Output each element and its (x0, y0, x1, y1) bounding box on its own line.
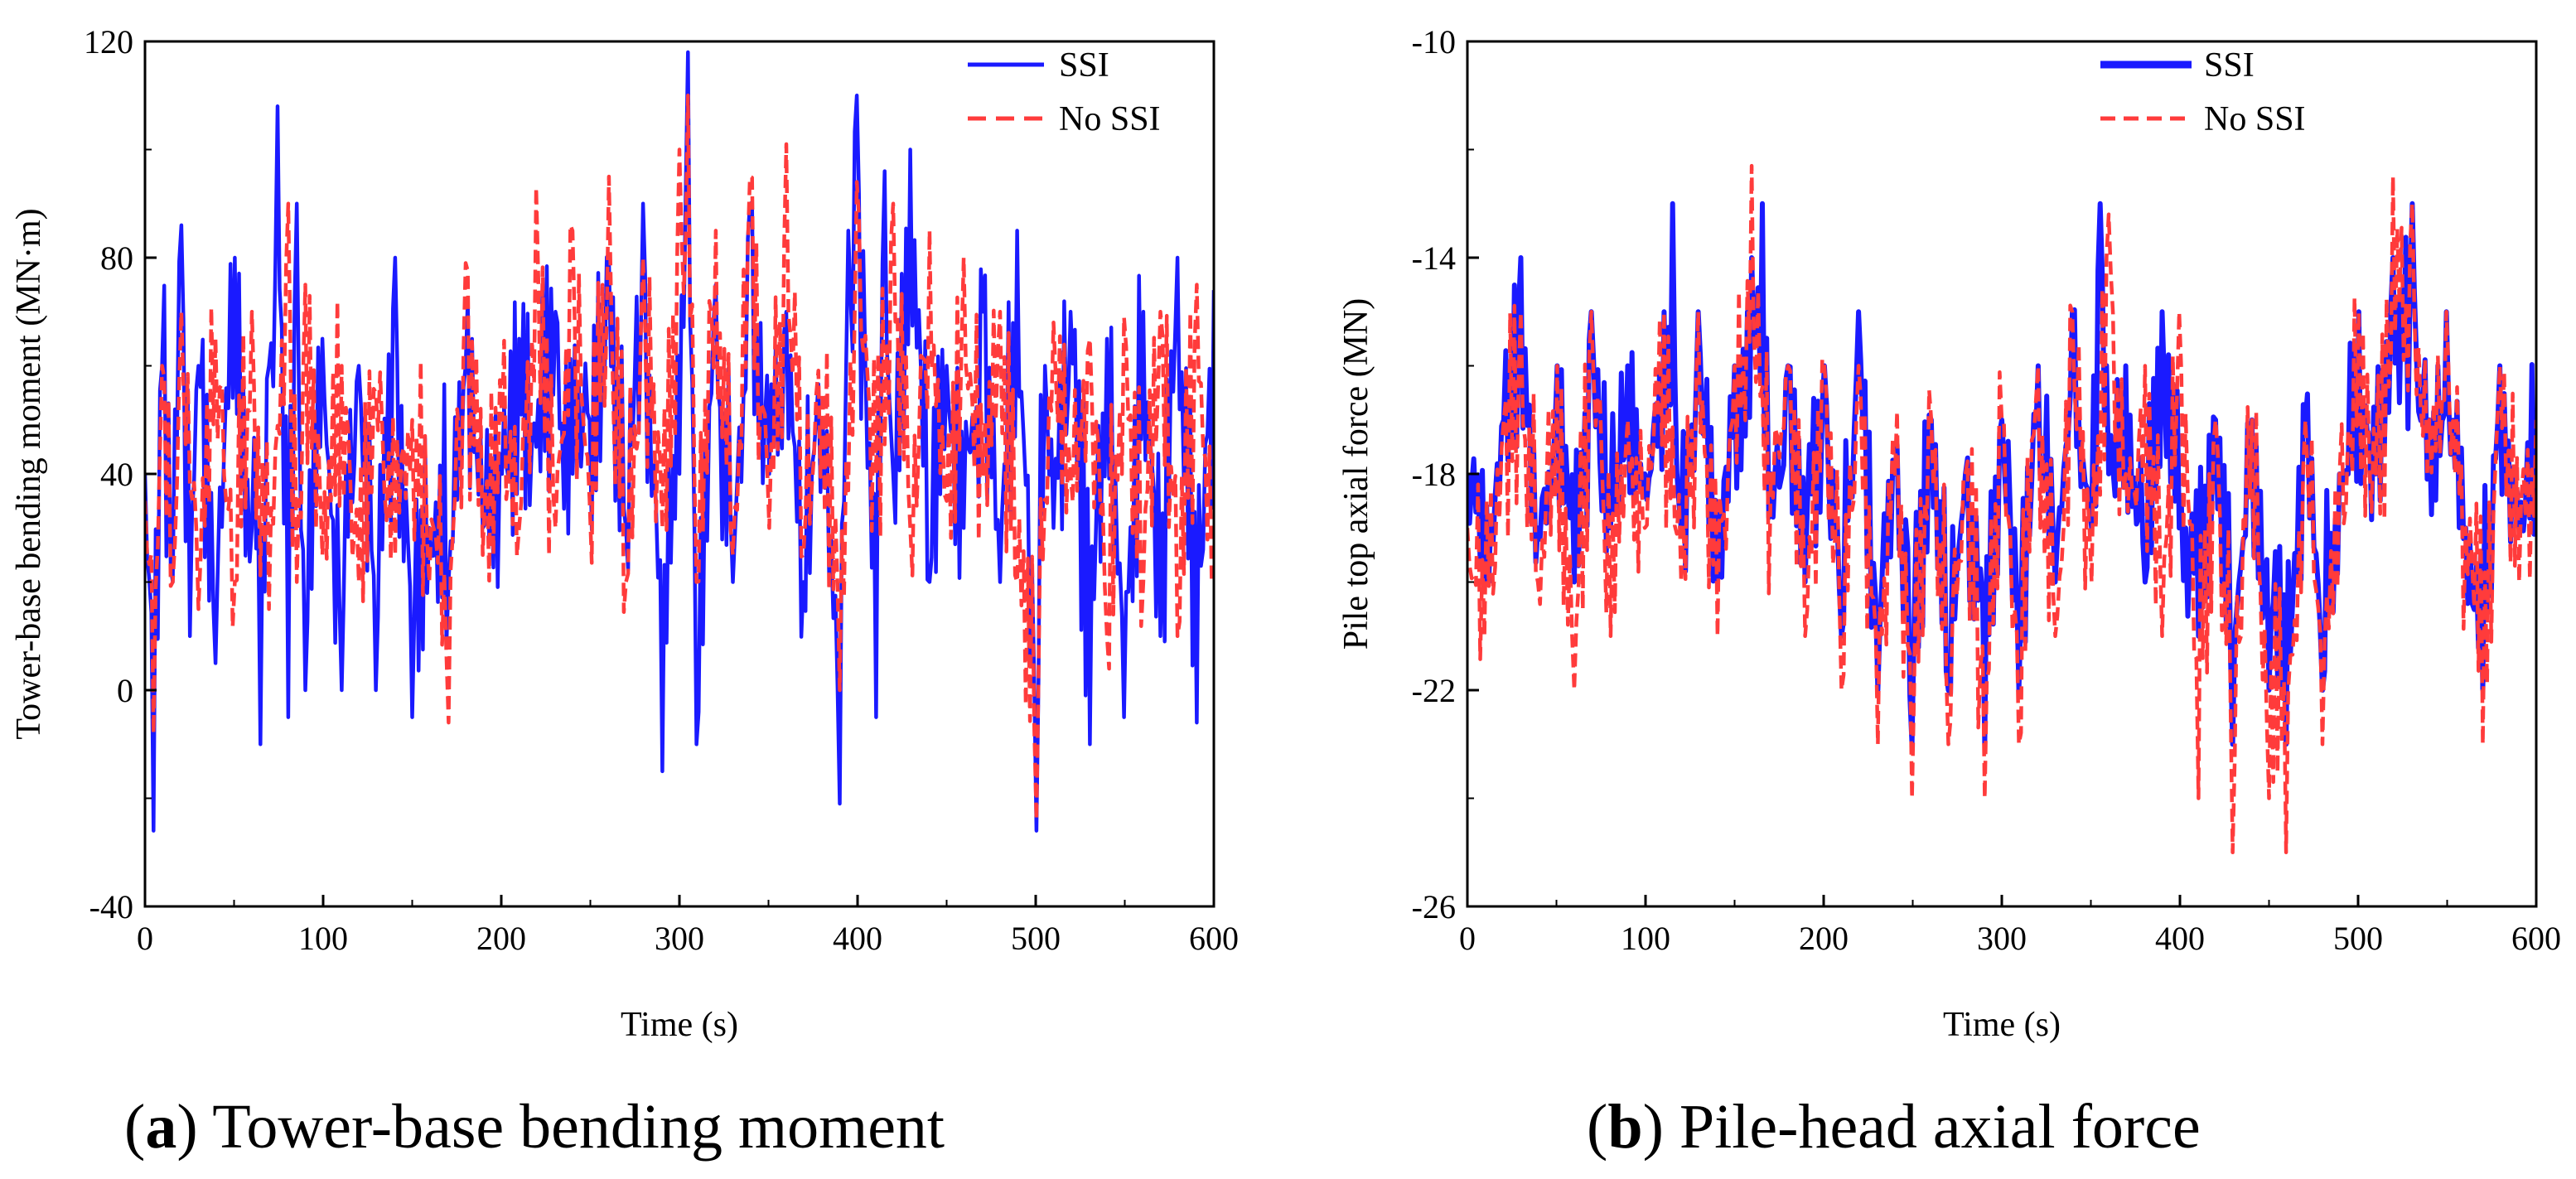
panel-a-x-tick-label: 600 (1189, 920, 1239, 957)
caption-a: (a) Tower-base bending moment (124, 1092, 945, 1162)
panel-a-series-ssi-line (145, 50, 1214, 833)
panel-a-y-tick-label: 80 (100, 239, 133, 277)
panel-b-x-tick-label: 300 (1977, 920, 2027, 957)
panel-a-x-axis-label: Time (s) (621, 1006, 738, 1044)
panel-a-y-tick-label: -40 (89, 888, 133, 925)
panel-b-y-tick-label: -14 (1412, 239, 1456, 277)
panel-a-y-tick-label: 120 (84, 23, 133, 60)
panel-b-x-tick-label: 200 (1799, 920, 1849, 957)
panel-b-legend-ssi-label: SSI (2204, 46, 2255, 85)
panel-a-legend-nossi-label: No SSI (1059, 100, 1161, 138)
caption-a-text: Tower-base bending moment (212, 1092, 945, 1162)
panel-b-y-tick-label: -26 (1412, 888, 1456, 925)
panel-b-x-tick-label: 100 (1621, 920, 1670, 957)
panel-b-chart: 0 100 200 300 400 500 600 -26 -22 -18 -14 -10 Time … (1337, 23, 2561, 1044)
panel-b-x-tick-label: 0 (1459, 920, 1476, 957)
panel-b-y-axis-label: Pile top axial force (MN) (1337, 298, 1375, 650)
panel-b-y-tick-label: -18 (1412, 456, 1456, 493)
panel-a-y-tick-label: 0 (117, 672, 133, 709)
panel-a-series-group (145, 50, 1214, 833)
panel-a-y-axis-label: Tower-base bending moment (MN·m) (10, 208, 48, 739)
panel-a-x-tick-label: 100 (298, 920, 348, 957)
panel-b-series-no-ssi-line (1467, 163, 2536, 855)
panel-a-series-no-ssi-line (145, 94, 1214, 822)
caption-a-letter: a (145, 1092, 176, 1162)
panel-b-legend-nossi-label: No SSI (2204, 100, 2306, 138)
panel-a-x-tick-label: 200 (476, 920, 526, 957)
panel-a-x-tick-label: 400 (833, 920, 882, 957)
panel-b-x-tick-label: 400 (2155, 920, 2205, 957)
panel-a-y-tick-label: 40 (100, 456, 133, 493)
panel-b-legend: SSI No SSI (2100, 46, 2306, 138)
panel-b-x-axis-label: Time (s) (1943, 1006, 2061, 1044)
panel-a-x-tick-label: 300 (655, 920, 704, 957)
caption-b-letter: b (1607, 1092, 1642, 1162)
panel-a-legend: SSI No SSI (968, 46, 1161, 138)
panel-b-x-tick-label: 600 (2511, 920, 2561, 957)
caption-b-text: Pile-head axial force (1679, 1092, 2201, 1162)
panel-b-series-group (1467, 163, 2536, 855)
panel-b-x-tick-label: 500 (2333, 920, 2383, 957)
panel-a-legend-ssi-label: SSI (1059, 46, 1109, 85)
panel-b-y-tick-label: -22 (1412, 672, 1456, 709)
panel-a-x-tick-label: 500 (1011, 920, 1061, 957)
panel-a-x-tick-label: 0 (137, 920, 153, 957)
panel-b-axes: 0 100 200 300 400 500 600 -26 -22 -18 -14 -10 (1412, 23, 2561, 957)
caption-b: (b) Pile-head axial force (1587, 1092, 2201, 1162)
panel-b-y-tick-label: -10 (1412, 23, 1456, 60)
